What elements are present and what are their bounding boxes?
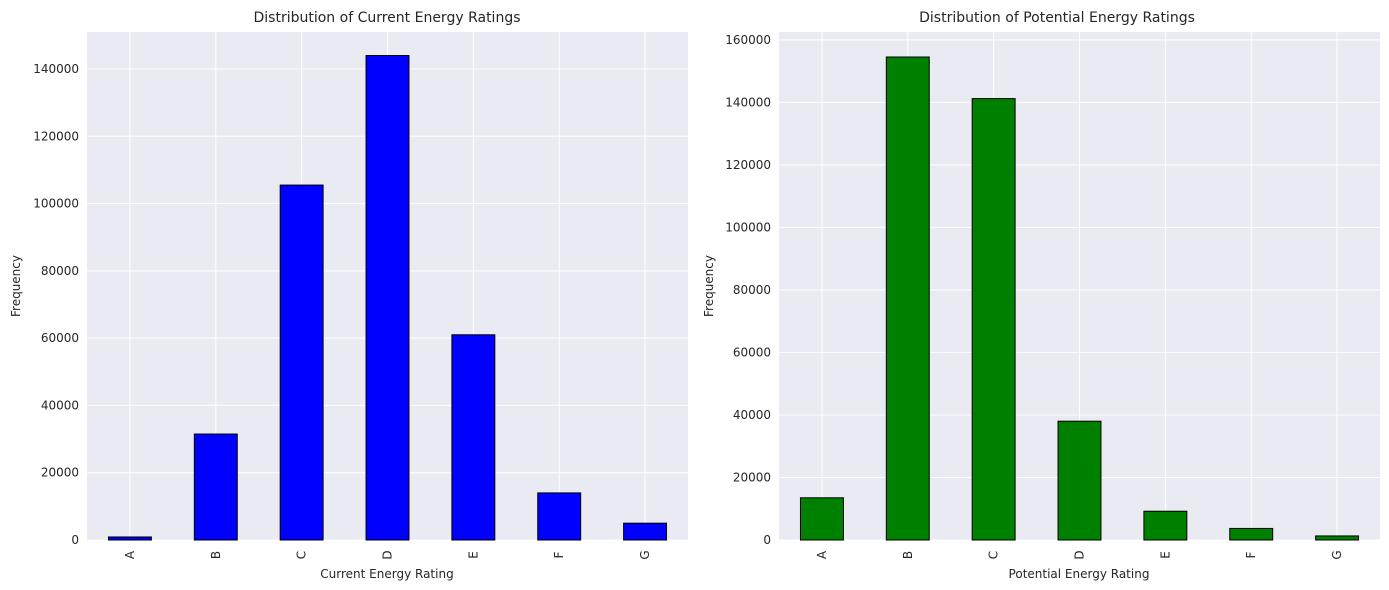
bar-a bbox=[107, 536, 152, 541]
x-ticks: A B C D E F G bbox=[815, 550, 1344, 560]
x-tick-label: F bbox=[552, 551, 566, 558]
y-tick-label: 160000 bbox=[725, 33, 771, 47]
x-tick-label: C bbox=[987, 551, 1001, 559]
y-tick-label: 120000 bbox=[33, 129, 79, 143]
bar-b bbox=[193, 433, 238, 541]
bar-a bbox=[799, 497, 844, 541]
bar-f bbox=[1229, 527, 1274, 541]
y-tick-label: 60000 bbox=[733, 345, 771, 359]
bar-c bbox=[971, 98, 1016, 541]
y-tick-label: 40000 bbox=[41, 398, 79, 412]
y-tick-label: 20000 bbox=[733, 470, 771, 484]
bar-d bbox=[365, 55, 410, 541]
x-tick-label: B bbox=[901, 551, 915, 559]
bar-c bbox=[279, 184, 324, 541]
y-tick-label: 140000 bbox=[725, 95, 771, 109]
x-tick-label: E bbox=[466, 551, 480, 559]
y-tick-label: 120000 bbox=[725, 158, 771, 172]
x-tick-label: C bbox=[295, 551, 309, 559]
x-tick-label: F bbox=[1244, 551, 1258, 558]
x-tick-label: D bbox=[381, 550, 395, 559]
bar-f bbox=[537, 492, 582, 541]
bar-e bbox=[1143, 510, 1188, 541]
y-axis-label: Frequency bbox=[702, 255, 716, 317]
x-tick-label: E bbox=[1158, 551, 1172, 559]
bar-e bbox=[451, 334, 496, 541]
x-axis-label: Current Energy Rating bbox=[320, 567, 453, 581]
y-ticks: 0 20000 40000 60000 80000 100000 120000 140000 bbox=[33, 62, 79, 547]
y-tick-label: 100000 bbox=[725, 220, 771, 234]
current-rating-chart: Distribution of Current Energy Ratings 0… bbox=[9, 10, 688, 581]
y-tick-label: 20000 bbox=[41, 466, 79, 480]
y-ticks: 0 20000 40000 60000 80000 100000 120000 140000 1… bbox=[725, 33, 771, 547]
y-tick-label: 80000 bbox=[733, 283, 771, 297]
y-tick-label: 0 bbox=[71, 533, 79, 547]
x-axis-label: Potential Energy Rating bbox=[1009, 567, 1150, 581]
y-axis-label: Frequency bbox=[9, 255, 23, 317]
bar-g bbox=[1315, 535, 1360, 541]
x-tick-label: G bbox=[638, 550, 652, 559]
y-tick-label: 40000 bbox=[733, 408, 771, 422]
bar-g bbox=[623, 522, 668, 541]
chart-title: Distribution of Potential Energy Ratings bbox=[919, 10, 1195, 26]
x-tick-label: G bbox=[1330, 550, 1344, 559]
x-tick-label: A bbox=[815, 550, 829, 559]
potential-rating-chart: Distribution of Potential Energy Ratings… bbox=[702, 10, 1380, 581]
bars bbox=[107, 55, 668, 541]
x-ticks: A B C D E F G bbox=[123, 550, 652, 560]
bar-d bbox=[1057, 420, 1102, 541]
y-tick-label: 80000 bbox=[41, 264, 79, 278]
y-tick-label: 100000 bbox=[33, 197, 79, 211]
y-tick-label: 0 bbox=[763, 533, 771, 547]
x-tick-label: A bbox=[123, 550, 137, 559]
bar-b bbox=[885, 56, 930, 541]
y-tick-label: 60000 bbox=[41, 331, 79, 345]
chart-title: Distribution of Current Energy Ratings bbox=[254, 10, 521, 26]
bars bbox=[799, 56, 1360, 541]
x-tick-label: D bbox=[1073, 550, 1087, 559]
x-tick-label: B bbox=[209, 551, 223, 559]
y-tick-label: 140000 bbox=[33, 62, 79, 76]
